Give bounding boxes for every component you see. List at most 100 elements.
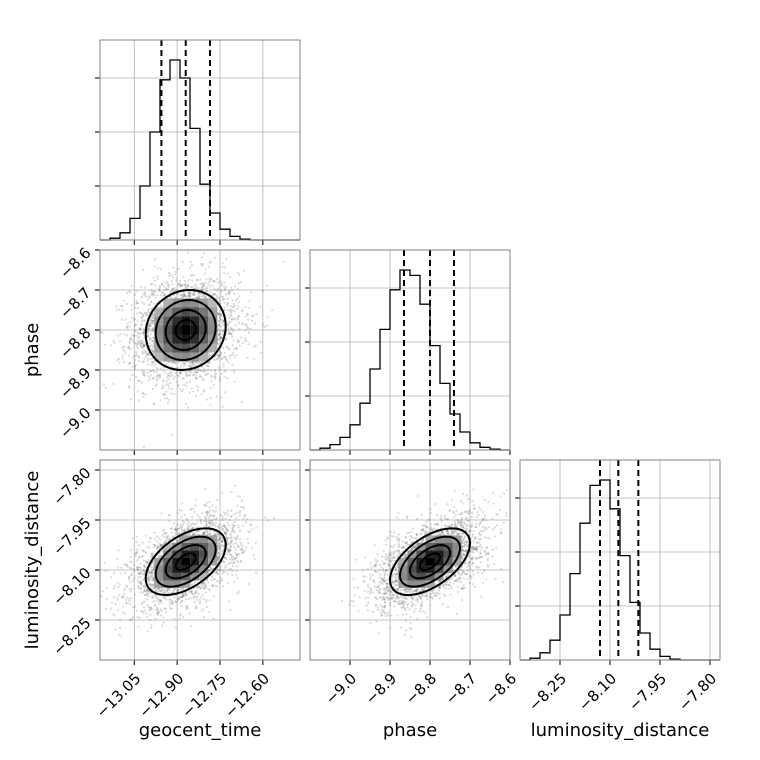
sample-point [219, 379, 222, 383]
sample-point [203, 370, 206, 373]
sample-point [189, 285, 193, 289]
sample-point [148, 572, 151, 575]
sample-point [199, 519, 202, 522]
sample-point [223, 375, 226, 378]
sample-point [250, 319, 254, 322]
sample-point [170, 279, 173, 283]
sample-point [161, 291, 164, 294]
sample-point [141, 340, 144, 343]
sample-point [199, 278, 202, 281]
sample-point [140, 323, 143, 327]
sample-point [178, 617, 181, 620]
sample-point [171, 283, 174, 286]
sample-point [187, 294, 190, 297]
sample-point [141, 332, 144, 335]
sample-point [189, 295, 192, 298]
sample-point [135, 342, 138, 345]
sample-point [165, 390, 168, 393]
sample-point [265, 284, 268, 288]
sample-point [133, 354, 136, 357]
sample-point [264, 516, 267, 519]
sample-point [227, 573, 230, 576]
sample-point [146, 353, 149, 356]
sample-point [236, 559, 239, 563]
sample-point [200, 583, 203, 587]
sample-point [177, 540, 181, 543]
sample-point [145, 560, 149, 564]
sample-point [181, 592, 184, 595]
sample-point [153, 363, 157, 367]
sample-point [169, 606, 172, 610]
sample-point [208, 569, 211, 572]
sample-point [182, 529, 185, 532]
sample-point [143, 589, 146, 592]
sample-point [221, 262, 224, 265]
sample-point [205, 398, 209, 401]
sample-point [208, 569, 211, 572]
sample-point [137, 356, 140, 359]
sample-point [152, 293, 155, 296]
sample-point [185, 597, 188, 601]
sample-point [218, 538, 221, 541]
sample-point [152, 349, 155, 352]
sample-point [129, 567, 133, 570]
sample-point [224, 338, 227, 342]
sample-point [140, 603, 143, 606]
sample-point [225, 537, 229, 540]
sample-point [260, 351, 263, 355]
sample-point [202, 370, 205, 373]
sample-point [214, 375, 217, 379]
sample-point [230, 541, 233, 544]
sample-point [137, 566, 140, 569]
sample-point [201, 585, 204, 588]
sample-point [188, 525, 191, 528]
sample-point [161, 384, 164, 387]
sample-point [194, 377, 197, 380]
sample-point [232, 562, 236, 565]
sample-point [156, 587, 160, 590]
sample-point [149, 357, 152, 361]
sample-point [219, 318, 223, 321]
sample-point [205, 586, 208, 589]
sample-point [203, 294, 206, 297]
sample-point [194, 504, 197, 507]
sample-point [133, 329, 136, 332]
sample-point [157, 590, 160, 593]
sample-point [211, 584, 214, 587]
sample-point [218, 378, 221, 381]
sample-point [209, 291, 212, 294]
sample-point [140, 341, 143, 344]
sample-point [128, 576, 131, 579]
sample-point [227, 347, 230, 350]
sample-point [236, 504, 239, 507]
sample-point [187, 285, 190, 288]
sample-point [145, 353, 148, 356]
sample-point [184, 362, 187, 366]
sample-point [195, 587, 199, 590]
sample-point [135, 609, 138, 612]
sample-point [131, 567, 134, 571]
sample-point [147, 304, 151, 307]
sample-point [148, 327, 151, 330]
sample-point [126, 565, 129, 568]
sample-point [152, 336, 155, 340]
sample-point [126, 291, 129, 295]
sample-point [226, 377, 229, 380]
sample-point [189, 523, 192, 526]
sample-point [231, 305, 234, 309]
sample-point [143, 570, 146, 573]
sample-point [233, 317, 236, 320]
sample-point [191, 362, 194, 365]
sample-point [214, 293, 217, 296]
contour-line [154, 298, 217, 362]
sample-point [230, 288, 234, 292]
sample-point [196, 368, 199, 371]
sample-point [206, 510, 209, 514]
sample-point [198, 586, 201, 589]
sample-point [151, 339, 154, 342]
sample-point [143, 565, 146, 569]
sample-point [246, 312, 249, 316]
sample-point [229, 553, 232, 556]
sample-point [147, 375, 151, 378]
sample-point [115, 305, 118, 308]
